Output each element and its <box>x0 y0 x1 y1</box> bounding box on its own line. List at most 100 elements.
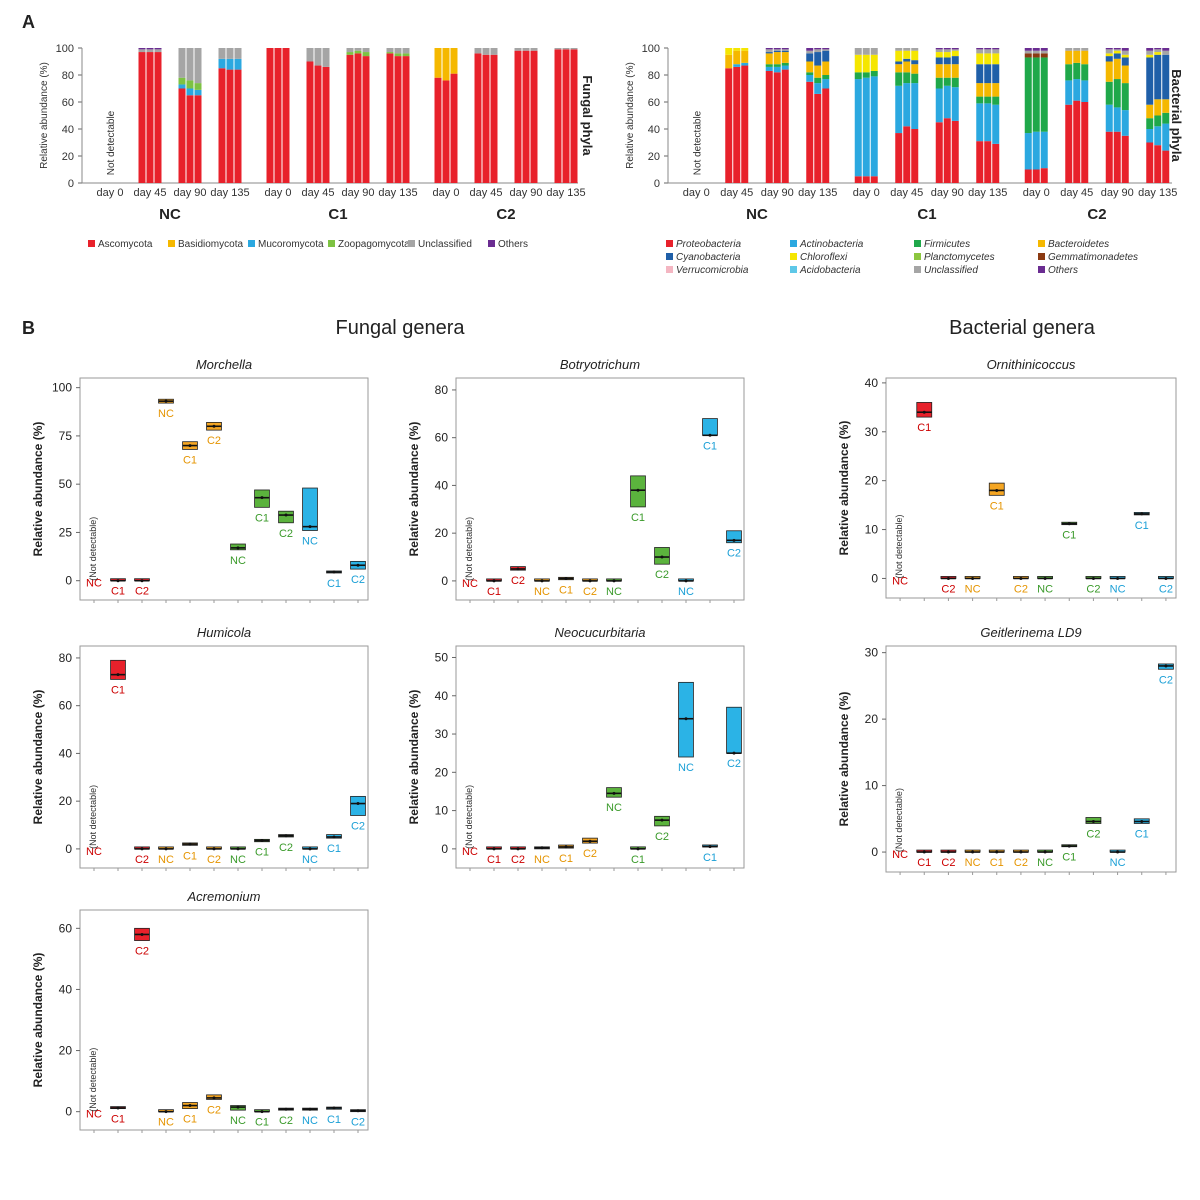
bar-segment-unclassified <box>354 48 362 51</box>
mean-dot <box>995 850 999 854</box>
bar-segment-bacteroidetes <box>725 54 733 69</box>
bar-segment-firmicutes <box>1154 115 1162 127</box>
box-label: C2 <box>655 569 669 581</box>
bar-segment-cyanobacteria <box>984 64 992 84</box>
mean-dot <box>995 488 999 492</box>
y-axis-label: Relative abundance (%) <box>625 62 636 169</box>
bar-segment-actinobacteria <box>1113 107 1121 132</box>
mean-dot <box>922 850 926 854</box>
bar-segment-others <box>992 48 1000 50</box>
legend-label: Proteobacteria <box>676 239 741 250</box>
bar-segment-firmicutes <box>1146 118 1154 129</box>
mean-dot <box>356 563 360 567</box>
bar-segment-firmicutes <box>806 72 814 75</box>
bar-segment-actinobacteria <box>814 83 822 94</box>
x-tick-label: day 45 <box>1060 187 1093 199</box>
bar-segment-bacteroidetes <box>806 61 814 73</box>
bar-segment-bacteroidetes <box>741 50 749 63</box>
mean-dot <box>212 424 216 428</box>
x-tick-label: day 90 <box>761 187 794 199</box>
mean-dot <box>732 538 736 542</box>
bar-segment-proteobacteria <box>911 129 919 183</box>
mean-dot <box>492 579 496 583</box>
plot-frame <box>885 377 1177 599</box>
bar-segment-gemmatimonadetes <box>1040 53 1048 58</box>
y-tick-label: 20 <box>62 151 74 163</box>
bar-segment-cyanobacteria <box>1146 57 1154 105</box>
bar-segment-others <box>984 48 992 50</box>
bar-segment-ascomycota <box>522 50 530 184</box>
not-detectable-group-label: NC <box>86 578 102 590</box>
box-label: C2 <box>727 758 741 770</box>
bar-segment-chloroflexi <box>1146 54 1154 58</box>
bar-segment-firmicutes <box>895 72 903 86</box>
box-label: C2 <box>1086 828 1100 840</box>
x-tick-label: day 0 <box>1023 187 1050 199</box>
bar-segment-bacteroidetes <box>733 50 741 65</box>
bar-segment-cyanobacteria <box>781 50 789 53</box>
y-tick-label: 80 <box>435 383 449 397</box>
bar-segment-proteobacteria <box>765 70 773 183</box>
bar-segment-proteobacteria <box>903 126 911 183</box>
box-label: C2 <box>1014 857 1028 869</box>
bar-segment-proteobacteria <box>895 133 903 183</box>
y-tick-label: 40 <box>59 982 73 996</box>
bar-segment-proteobacteria <box>992 143 1000 183</box>
bar-segment-proteobacteria <box>741 65 749 183</box>
bar-segment-unclassified <box>1154 49 1162 53</box>
chart-title: Botryotrichum <box>560 357 640 372</box>
bar-segment-bacteroidetes <box>911 64 919 74</box>
chart-morchella: Morchella 0 25 50 75 100 Relative abundance (%… <box>31 357 369 603</box>
y-tick-label: 10 <box>865 779 879 793</box>
bar-segment-unclassified <box>951 49 959 51</box>
bar-segment-bacteroidetes <box>992 83 1000 97</box>
bar-segment-ascomycota <box>194 95 202 183</box>
side-title: Fungal phyla <box>580 75 595 156</box>
bar-segment-proteobacteria <box>1024 169 1032 183</box>
bar-segment-proteobacteria <box>773 72 781 183</box>
mean-dot <box>588 839 592 843</box>
bar-segment-bacteroidetes <box>1105 61 1113 82</box>
bar-segment-actinobacteria <box>765 66 773 71</box>
bar-segment-chloroflexi <box>943 52 951 58</box>
bar-segment-cyanobacteria <box>1154 54 1162 100</box>
box-label: NC <box>678 762 694 774</box>
box-label: C2 <box>279 528 293 540</box>
bar-segment-chloroflexi <box>1121 54 1129 58</box>
box-label: C1 <box>255 512 269 524</box>
bar-segment-actinobacteria <box>1040 131 1048 169</box>
not-detectable-label: Not detectable <box>692 110 703 175</box>
y-tick-label: 10 <box>865 523 879 537</box>
bar-segment-bacteroidetes <box>903 61 911 73</box>
chart-humicola: Humicola 0 20 40 60 80 Relative abundance (%) N… <box>31 625 369 871</box>
x-tick-label: day 135 <box>210 187 249 199</box>
bar-segment-bacteroidetes <box>984 83 992 97</box>
bar-segment-proteobacteria <box>1146 142 1154 183</box>
bar-segment-proteobacteria <box>976 141 984 183</box>
bar-segment-actinobacteria <box>862 77 870 177</box>
bar-segment-unclassified <box>935 49 943 53</box>
box-label: C1 <box>111 1114 125 1126</box>
box-label: C2 <box>1159 674 1173 686</box>
bar-segment-unclassified <box>1032 50 1040 54</box>
bar-segment-proteobacteria <box>862 176 870 183</box>
bar-segment-actinobacteria <box>1032 131 1040 170</box>
x-tick-label: day 45 <box>133 187 166 199</box>
group-label: C1 <box>328 206 347 223</box>
mean-dot <box>564 845 568 849</box>
x-tick-label: day 0 <box>97 187 124 199</box>
plot-frame <box>455 377 745 601</box>
group-label: C2 <box>1087 206 1106 223</box>
bar-segment-actinobacteria <box>1162 123 1170 151</box>
mean-dot <box>492 847 496 851</box>
bar-segment-ascomycota <box>274 48 282 183</box>
bar-segment-actinobacteria <box>1146 129 1154 143</box>
bar-segment-unclassified <box>1040 50 1048 54</box>
mean-dot <box>1043 576 1047 580</box>
chart-title: Humicola <box>197 625 251 640</box>
bar-segment-proteobacteria <box>1121 135 1129 183</box>
box-label: C2 <box>941 583 955 595</box>
box-label: NC <box>606 586 622 598</box>
bar-segment-ascomycota <box>354 53 362 184</box>
legend-swatch <box>408 240 415 247</box>
